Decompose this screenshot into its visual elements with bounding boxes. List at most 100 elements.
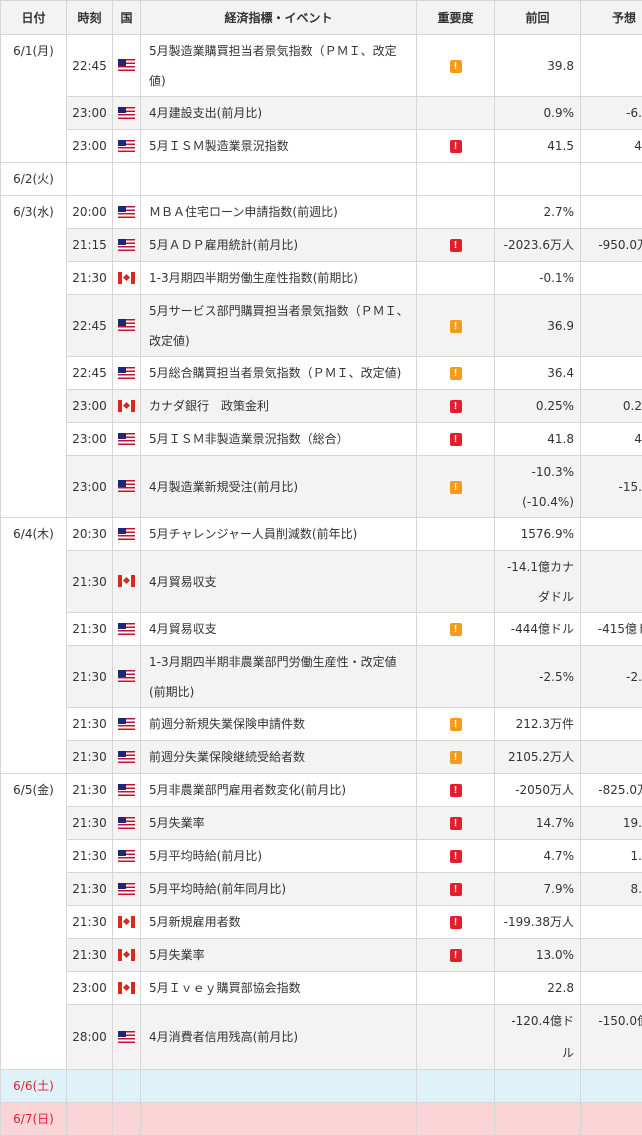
- date-cell: 6/1(月): [1, 35, 67, 163]
- previous-value: -10.3%: [532, 465, 574, 479]
- time-cell: 21:30: [67, 551, 113, 613]
- event-name-line: 5月ＡＤＰ雇用統計(前月比): [149, 238, 298, 252]
- forecast-value-cell: 1.0%: [581, 840, 642, 873]
- previous-value-cell: 4.7%: [495, 840, 581, 873]
- importance-cell: [417, 646, 495, 708]
- canada-flag-icon: [118, 575, 135, 587]
- country-cell: [113, 613, 141, 646]
- us-flag-icon: [118, 480, 135, 492]
- importance-cell: [417, 1070, 495, 1103]
- time-cell: 21:30: [67, 262, 113, 295]
- previous-value-cell: -199.38万人: [495, 906, 581, 939]
- previous-value: -2050万人: [515, 783, 574, 797]
- exclamation-red-icon: !: [450, 433, 462, 446]
- country-cell: [113, 357, 141, 390]
- event-name-line: 4月建設支出(前月比): [149, 106, 262, 120]
- previous-value-cell: -0.1%: [495, 262, 581, 295]
- previous-value: 7.9%: [544, 882, 575, 896]
- exclamation-red-icon: !: [450, 817, 462, 830]
- event-name-line: (前期比): [149, 685, 194, 699]
- country-cell: [113, 295, 141, 357]
- previous-value: 212.3万件: [516, 717, 574, 731]
- time-label: 20:30: [72, 527, 107, 541]
- previous-value-cell: -2.5%: [495, 646, 581, 708]
- forecast-value-cell: -2.5%: [581, 646, 642, 708]
- importance-cell: !: [417, 741, 495, 774]
- country-cell: [113, 423, 141, 456]
- event-name-line: 5月総合購買担当者景気指数（ＰＭＩ、改定値): [149, 366, 401, 380]
- us-flag-icon: [118, 319, 135, 331]
- event-name-line: 5月製造業購買担当者景気指数（ＰＭＩ、改定: [149, 44, 397, 58]
- event-name-cell: 5月ＩＳＭ非製造業景況指数（総合）: [141, 423, 417, 456]
- event-name-cell: 4月建設支出(前月比): [141, 97, 417, 130]
- time-cell: 21:30: [67, 774, 113, 807]
- time-cell: [67, 1070, 113, 1103]
- importance-cell: !: [417, 613, 495, 646]
- event-name-cell: 5月失業率: [141, 807, 417, 840]
- country-cell: [113, 262, 141, 295]
- forecast-value: -415億ドル: [598, 622, 642, 636]
- importance-cell: !: [417, 774, 495, 807]
- previous-value-cell: 1576.9%: [495, 518, 581, 551]
- forecast-value-cell: 0.25%: [581, 390, 642, 423]
- event-name-cell: 5月平均時給(前年同月比): [141, 873, 417, 906]
- event-name-line: 4月貿易収支: [149, 622, 217, 636]
- forecast-value: 44.2: [634, 432, 642, 446]
- header-time: 時刻: [67, 1, 113, 35]
- date-cell: 6/5(金): [1, 774, 67, 1070]
- us-flag-icon: [118, 206, 135, 218]
- exclamation-red-icon: !: [450, 400, 462, 413]
- previous-value-cell: -10.3%(-10.4%): [495, 456, 581, 518]
- forecast-value-cell: [581, 708, 642, 741]
- time-label: 23:00: [72, 981, 107, 995]
- event-name-cell: 4月貿易収支: [141, 551, 417, 613]
- event-name-cell: 5月ＩＳＭ製造業景況指数: [141, 130, 417, 163]
- previous-value-cell: [495, 1070, 581, 1103]
- forecast-value-cell: [581, 551, 642, 613]
- importance-cell: !: [417, 423, 495, 456]
- date-label: 6/4(木): [13, 527, 54, 541]
- time-label: 21:30: [72, 882, 107, 896]
- importance-cell: !: [417, 939, 495, 972]
- forecast-value: -950.0万人: [598, 238, 642, 252]
- exclamation-red-icon: !: [450, 784, 462, 797]
- event-name-cell: 5月サービス部門購買担当者景気指数（ＰＭＩ、改定値): [141, 295, 417, 357]
- us-flag-icon: [118, 367, 135, 379]
- date-cell: 6/3(水): [1, 196, 67, 518]
- forecast-value: 1.0%: [631, 849, 642, 863]
- event-name-cell: 4月消費者信用残高(前月比): [141, 1005, 417, 1070]
- importance-cell: [417, 1103, 495, 1136]
- time-cell: 23:00: [67, 97, 113, 130]
- previous-value: 1576.9%: [521, 527, 574, 541]
- event-name-cell: 5月非農業部門雇用者数変化(前月比): [141, 774, 417, 807]
- date-label: 6/3(水): [13, 205, 54, 219]
- time-label: 28:00: [72, 1030, 107, 1044]
- time-cell: [67, 163, 113, 196]
- forecast-value-cell: -150.0億ドル: [581, 1005, 642, 1070]
- forecast-value: -825.0万人: [598, 783, 642, 797]
- time-label: 21:30: [72, 750, 107, 764]
- previous-value-cell: 41.8: [495, 423, 581, 456]
- forecast-value-cell: [581, 357, 642, 390]
- date-label: 6/1(月): [13, 44, 54, 58]
- us-flag-icon: [118, 817, 135, 829]
- previous-value-cell: 2.7%: [495, 196, 581, 229]
- event-name-line: カナダ銀行 政策金利: [149, 399, 269, 413]
- us-flag-icon: [118, 718, 135, 730]
- importance-cell: !: [417, 130, 495, 163]
- canada-flag-icon: [118, 916, 135, 928]
- previous-value: -199.38万人: [504, 915, 574, 929]
- importance-cell: [417, 551, 495, 613]
- importance-cell: !: [417, 390, 495, 423]
- time-cell: 28:00: [67, 1005, 113, 1070]
- previous-value: 36.4: [547, 366, 574, 380]
- previous-value: -0.1%: [539, 271, 574, 285]
- canada-flag-icon: [118, 949, 135, 961]
